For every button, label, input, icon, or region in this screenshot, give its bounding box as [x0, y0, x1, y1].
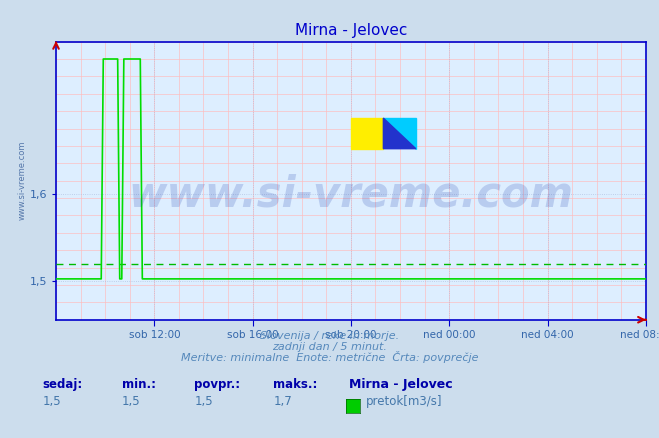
- Text: maks.:: maks.:: [273, 378, 318, 391]
- Polygon shape: [384, 118, 416, 148]
- Text: 1,5: 1,5: [122, 395, 140, 408]
- Text: www.si-vreme.com: www.si-vreme.com: [129, 173, 573, 215]
- Text: 1,5: 1,5: [194, 395, 213, 408]
- Title: Mirna - Jelovec: Mirna - Jelovec: [295, 23, 407, 38]
- Polygon shape: [384, 118, 416, 148]
- Text: sedaj:: sedaj:: [43, 378, 83, 391]
- Text: Mirna - Jelovec: Mirna - Jelovec: [349, 378, 453, 391]
- Text: 1,7: 1,7: [273, 395, 292, 408]
- Y-axis label: www.si-vreme.com: www.si-vreme.com: [18, 141, 27, 220]
- Text: zadnji dan / 5 minut.: zadnji dan / 5 minut.: [272, 343, 387, 353]
- Text: povpr.:: povpr.:: [194, 378, 241, 391]
- Text: Slovenija / reke in morje.: Slovenija / reke in morje.: [260, 332, 399, 342]
- Text: pretok[m3/s]: pretok[m3/s]: [366, 395, 442, 408]
- Bar: [351, 118, 384, 148]
- Text: min.:: min.:: [122, 378, 156, 391]
- Text: 1,5: 1,5: [43, 395, 61, 408]
- Text: Meritve: minimalne  Enote: metrične  Črta: povprečje: Meritve: minimalne Enote: metrične Črta:…: [181, 351, 478, 364]
